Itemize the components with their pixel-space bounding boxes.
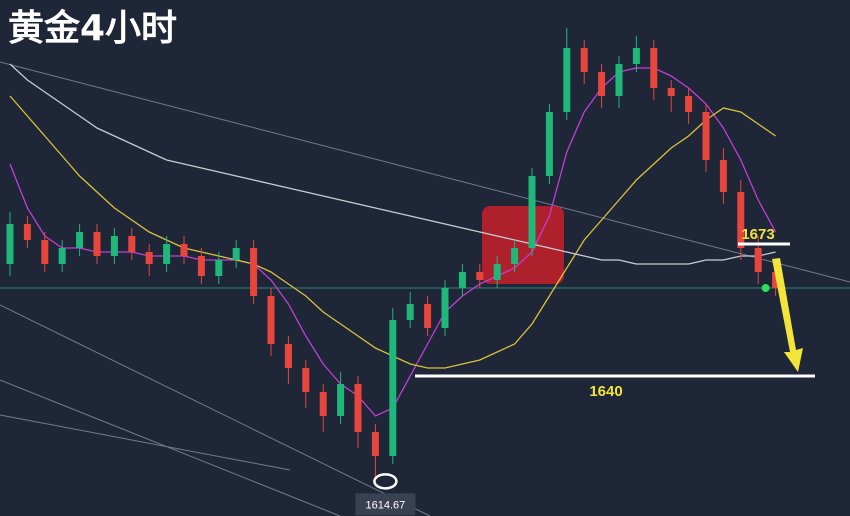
candle-body xyxy=(215,260,223,276)
trend-lines xyxy=(0,61,850,516)
candle-body xyxy=(319,392,327,416)
candle-body xyxy=(284,344,292,368)
last-price-dot xyxy=(761,284,770,292)
candle-body xyxy=(563,48,571,112)
level-label: 1673 xyxy=(741,226,774,243)
candle-body xyxy=(598,72,606,96)
candle-body xyxy=(667,88,675,96)
moving-average xyxy=(9,63,776,265)
candle-body xyxy=(23,224,31,240)
candle-body xyxy=(424,304,432,328)
plot: 1673 1640 1614.67 xyxy=(0,28,850,516)
candle-body xyxy=(371,432,379,456)
candle-body xyxy=(145,252,153,264)
candle-body xyxy=(6,224,14,264)
candle-body xyxy=(737,192,745,248)
candle-body xyxy=(337,384,345,416)
candle-body xyxy=(58,248,66,264)
candle-body xyxy=(267,296,275,344)
candle-body xyxy=(163,244,171,264)
candle-body xyxy=(685,96,693,112)
candle-body xyxy=(250,248,258,296)
candle-body xyxy=(110,236,118,256)
candle-body xyxy=(493,264,501,280)
candle-body xyxy=(580,48,588,72)
candle-body xyxy=(719,160,727,192)
candle-body xyxy=(389,320,397,456)
low-label: 1614.67 xyxy=(366,499,406,511)
candle-body xyxy=(772,272,780,288)
low-marker xyxy=(373,473,398,490)
candle-body xyxy=(702,112,710,160)
candle-body xyxy=(302,368,310,392)
candle-body xyxy=(511,248,519,264)
candle-body xyxy=(615,64,623,96)
low-label-box xyxy=(355,493,416,516)
candle-body xyxy=(197,256,205,276)
candle-body xyxy=(650,48,658,88)
candle-body xyxy=(754,248,762,272)
candle-body xyxy=(406,304,414,320)
candle-body xyxy=(528,176,536,248)
level-label: 1640 xyxy=(589,383,622,400)
candle-body xyxy=(76,232,84,248)
candle-body xyxy=(632,48,640,64)
watermark-seal xyxy=(482,206,564,284)
candle-body xyxy=(354,384,362,432)
chart-title: 黄金4小时 xyxy=(8,7,177,49)
candle-body xyxy=(232,248,240,260)
down-arrow xyxy=(772,258,803,372)
candle-body xyxy=(545,112,553,176)
candle-body xyxy=(41,240,49,264)
candle-body xyxy=(93,232,101,256)
candle-body xyxy=(476,272,484,280)
candle-body xyxy=(180,244,188,256)
candle-body xyxy=(128,236,136,252)
candle-body xyxy=(441,288,449,328)
candle-body xyxy=(458,272,466,288)
